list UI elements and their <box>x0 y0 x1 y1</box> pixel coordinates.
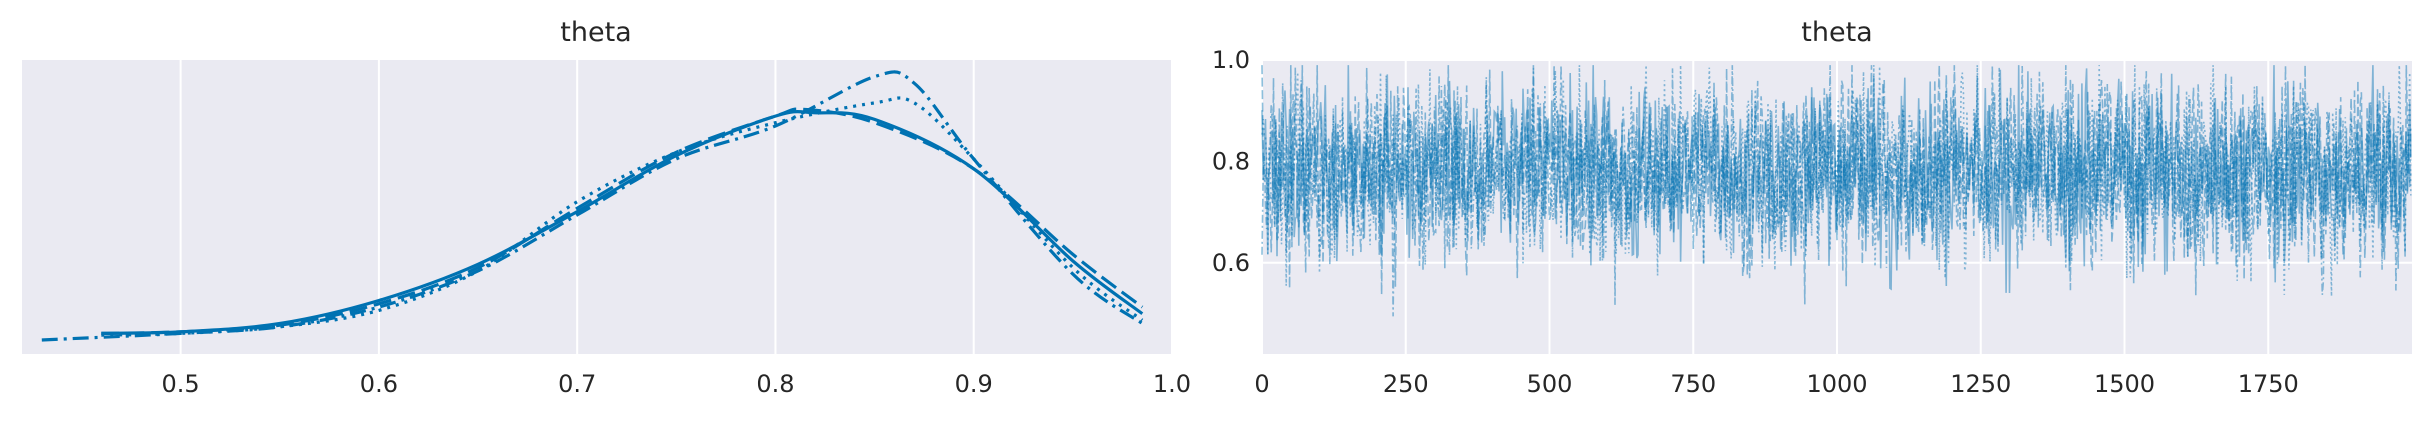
trace-chain-dashdot <box>1261 65 2412 317</box>
kde-x-tick-label: 1.0 <box>1153 370 1191 398</box>
kde-panel: theta 0.5 0.6 0.7 0.8 0.9 1.0 <box>22 17 1191 398</box>
trace-x-tick-label: 1000 <box>1806 370 1867 398</box>
trace-panel: theta 0 250 500 750 1000 1250 1500 1750 0.6 0.8 1… <box>1212 17 2412 398</box>
kde-line-dashed <box>101 107 1144 335</box>
trace-x-tick-label: 1500 <box>2094 370 2155 398</box>
kde-title: theta <box>560 17 631 48</box>
trace-x-tick-label: 250 <box>1383 370 1429 398</box>
kde-x-tick-label: 0.6 <box>360 370 398 398</box>
trace-x-tick-label: 750 <box>1670 370 1716 398</box>
kde-line-dashdot <box>41 70 1144 342</box>
kde-x-tick-label: 0.5 <box>162 370 200 398</box>
trace-title: theta <box>1801 17 1872 48</box>
trace-x-tick-label: 500 <box>1527 370 1573 398</box>
trace-grid <box>1261 59 2412 354</box>
kde-x-tick-label: 0.9 <box>955 370 993 398</box>
trace-y-tick-label: 0.8 <box>1212 147 1250 175</box>
kde-x-tick-label: 0.8 <box>756 370 794 398</box>
trace-chain-solid <box>1261 65 2412 294</box>
kde-x-ticks: 0.5 0.6 0.7 0.8 0.9 1.0 <box>162 370 1192 398</box>
kde-x-tick-label: 0.7 <box>558 370 596 398</box>
trace-x-tick-label: 0 <box>1254 370 1269 398</box>
trace-lines <box>1261 65 2412 317</box>
trace-y-tick-label: 1.0 <box>1212 46 1250 74</box>
trace-chain-dotted <box>1261 65 2412 297</box>
trace-x-tick-label: 1750 <box>2238 370 2299 398</box>
kde-lines <box>41 70 1144 342</box>
trace-x-ticks: 0 250 500 750 1000 1250 1500 1750 <box>1254 370 2298 398</box>
kde-plot-area <box>22 60 1172 354</box>
trace-x-tick-label: 1250 <box>1950 370 2011 398</box>
trace-y-ticks: 0.6 0.8 1.0 <box>1212 46 1250 277</box>
trace-y-tick-label: 0.6 <box>1212 249 1250 277</box>
trace-chain-dashed <box>1261 65 2412 305</box>
